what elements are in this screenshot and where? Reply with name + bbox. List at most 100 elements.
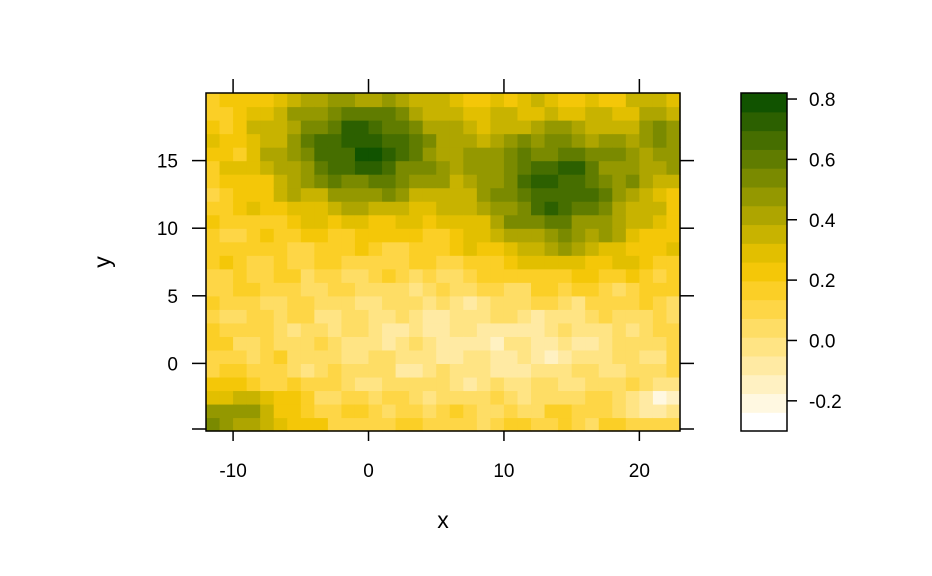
heatmap-cell <box>368 93 383 108</box>
heatmap-cell <box>571 106 586 121</box>
heatmap-cell <box>314 106 329 121</box>
heatmap-cell <box>233 201 248 216</box>
heatmap-cell <box>531 174 546 189</box>
heatmap-cell <box>544 228 559 243</box>
heatmap-cell <box>544 309 559 324</box>
heatmap-cell <box>612 376 627 392</box>
heatmap-cell <box>476 376 491 392</box>
heatmap-cell <box>463 187 478 202</box>
heatmap-cell <box>476 268 491 283</box>
heatmap-cell <box>463 174 478 189</box>
heatmap-cell <box>503 174 519 189</box>
colorbar-swatch <box>741 280 787 301</box>
heatmap-cell <box>260 349 275 364</box>
heatmap-cell <box>571 147 586 162</box>
colorbar-swatch <box>741 186 787 207</box>
heatmap-cell <box>531 93 546 108</box>
heatmap-cell <box>531 376 546 392</box>
heatmap-cell <box>233 390 248 405</box>
heatmap-cell <box>300 417 315 432</box>
heatmap-cell <box>233 322 248 337</box>
heatmap-cell <box>558 295 573 310</box>
heatmap-cell <box>490 106 505 121</box>
heatmap-cell <box>463 133 478 148</box>
heatmap-cell <box>287 106 302 121</box>
heatmap-cell <box>300 241 315 256</box>
heatmap-cell <box>503 241 519 256</box>
heatmap-cell <box>531 417 546 432</box>
heatmap-cell <box>558 187 573 202</box>
heatmap-cell <box>341 160 356 175</box>
heatmap-cell <box>422 349 437 364</box>
heatmap-cell <box>463 322 478 337</box>
heatmap-cell <box>341 336 356 351</box>
heatmap-cell <box>517 255 532 270</box>
heatmap-cell <box>503 390 519 405</box>
heatmap-cell <box>503 160 519 175</box>
heatmap-cell <box>544 417 559 432</box>
heatmap-cell <box>449 403 464 419</box>
heatmap-cell <box>544 120 559 135</box>
heatmap-cell <box>354 241 370 256</box>
heatmap-cell <box>260 403 275 419</box>
heatmap-cell <box>382 336 397 351</box>
heatmap-cell <box>409 282 424 297</box>
heatmap-cell <box>382 309 397 324</box>
heatmap-cell <box>652 417 668 432</box>
heatmap-cell <box>219 309 234 324</box>
heatmap-cell <box>503 201 519 216</box>
heatmap-cell <box>327 268 343 283</box>
heatmap-cell <box>544 322 559 337</box>
heatmap-cell <box>436 214 451 229</box>
heatmap-cell <box>544 349 559 364</box>
y-axis-title: y <box>89 256 115 268</box>
heatmap-cell <box>341 390 356 405</box>
heatmap-cell <box>652 336 668 351</box>
heatmap-cell <box>652 187 668 202</box>
heatmap-cell <box>490 390 505 405</box>
heatmap-cell <box>300 282 315 297</box>
heatmap-cell <box>300 174 315 189</box>
heatmap-cell <box>382 390 397 405</box>
heatmap-cell <box>612 417 627 432</box>
heatmap-cell <box>639 201 654 216</box>
heatmap-cell <box>625 255 640 270</box>
heatmap-cell <box>639 187 654 202</box>
heatmap-cell <box>314 268 329 283</box>
heatmap-cell <box>652 390 668 405</box>
heatmap-cell <box>246 160 261 175</box>
heatmap-cell <box>382 417 397 432</box>
heatmap-cell <box>314 228 329 243</box>
heatmap-cell <box>314 390 329 405</box>
heatmap-cell <box>463 376 478 392</box>
heatmap-cell <box>490 133 505 148</box>
heatmap-cell <box>517 120 532 135</box>
heatmap-cell <box>206 160 221 175</box>
heatmap-cell <box>666 376 681 392</box>
heatmap-cell <box>422 390 437 405</box>
heatmap-cell <box>544 201 559 216</box>
colorbar-swatch <box>741 149 787 169</box>
heatmap-cell <box>395 201 410 216</box>
heatmap-cell <box>273 147 288 162</box>
heatmap-cell <box>476 417 491 432</box>
heatmap-cell <box>382 120 397 135</box>
heatmap-cell <box>273 255 288 270</box>
heatmap-cell <box>422 187 437 202</box>
heatmap-cell <box>327 390 343 405</box>
heatmap-cell <box>273 133 288 148</box>
heatmap-cell <box>531 228 546 243</box>
heatmap-cell <box>314 133 329 148</box>
heatmap-cell <box>422 174 437 189</box>
heatmap-cell <box>476 133 491 148</box>
heatmap-cell <box>476 282 491 297</box>
heatmap-cell <box>422 147 437 162</box>
heatmap-cell <box>463 282 478 297</box>
heatmap-cell <box>233 174 248 189</box>
heatmap-cell <box>585 390 600 405</box>
heatmap-cell <box>260 322 275 337</box>
heatmap-cell <box>409 255 424 270</box>
heatmap-cell <box>368 282 383 297</box>
heatmap-cell <box>422 241 437 256</box>
heatmap-cell <box>409 214 424 229</box>
